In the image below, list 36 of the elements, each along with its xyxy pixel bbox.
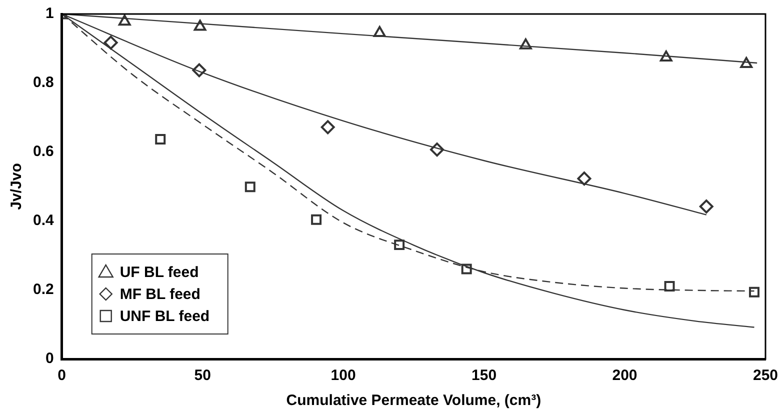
y-tick-label: 0.8	[32, 74, 54, 92]
y-tick-label: 0.4	[32, 212, 54, 230]
x-tick-label: 100	[330, 367, 356, 384]
point	[192, 63, 206, 78]
point	[244, 182, 256, 192]
point	[740, 57, 753, 68]
point	[311, 214, 322, 225]
point	[394, 240, 405, 250]
point	[430, 142, 444, 157]
y-tick-label: 0.6	[32, 143, 54, 160]
point	[664, 280, 675, 292]
x-axis-title: Cumulative Permeate Volume, (cm³)	[286, 392, 542, 410]
point	[155, 134, 166, 144]
point	[118, 14, 131, 26]
y-tick-label: 0.2	[32, 281, 54, 298]
point	[373, 26, 386, 37]
point	[519, 38, 532, 50]
x-tick-label: 250	[752, 367, 778, 384]
point	[461, 264, 472, 274]
x-tick-label: 0	[58, 367, 66, 384]
point	[748, 286, 760, 298]
x-tick-label: 150	[472, 367, 497, 384]
y-axis-title: Jv/Jvo	[8, 163, 26, 210]
x-tick-label: 200	[612, 367, 638, 384]
point	[194, 20, 206, 31]
point	[699, 200, 714, 214]
y-tick-label: 1	[46, 5, 54, 22]
point	[104, 36, 118, 50]
legend-label: UNF BL feed	[120, 308, 210, 326]
point	[660, 50, 672, 62]
legend-label: MF BL feed	[120, 286, 200, 304]
x-tick-label: 50	[194, 367, 211, 384]
y-tick-label: 0	[46, 350, 54, 368]
point	[577, 172, 592, 186]
point	[320, 120, 335, 134]
legend-label: UF BL feed	[120, 264, 199, 282]
